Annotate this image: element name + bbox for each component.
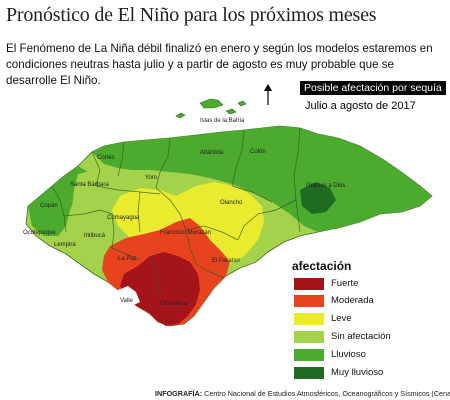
label-yoro: Yoro	[145, 175, 158, 181]
footer-label: INFOGRAFÍA:	[155, 389, 203, 398]
legend-item-fuerte: Fuerte	[294, 278, 434, 292]
legend-label: Moderada	[331, 295, 374, 306]
label-francisco-morazan: Francisco Morazán	[160, 230, 212, 236]
intro-paragraph: El Fenómeno de La Niña débil finalizó en…	[6, 42, 433, 87]
page-title: Pronóstico de El Niño para los próximos …	[6, 4, 377, 26]
legend-label: Sin afectación	[331, 331, 391, 342]
legend-label: Muy lluvioso	[331, 367, 384, 378]
department-boundaries	[51, 127, 301, 297]
legend-label: Leve	[331, 313, 352, 324]
label-intibuca: Intibucá	[84, 233, 106, 239]
label-comayagua: Comayagua	[107, 215, 140, 221]
label-lempira: Lempira	[54, 242, 76, 248]
drought-callout: Posible afectación por sequía	[300, 81, 446, 95]
label-atlantida: Atlántida	[200, 150, 224, 156]
label-islas-bahia: Islas de la Bahía	[200, 118, 245, 124]
zone-lluvioso-west	[28, 166, 88, 236]
legend-swatch	[294, 331, 324, 343]
label-santa-barbara: Santa Bárbara	[70, 182, 109, 188]
bay-islands	[175, 98, 247, 119]
legend-title: afectación	[292, 259, 352, 273]
label-gracias-a-dios: Gracias a Dios	[306, 183, 346, 189]
legend-swatch	[294, 278, 324, 290]
label-olancho: Olancho	[220, 200, 243, 206]
label-copan: Copán	[40, 203, 58, 209]
legend-item-muy-lluvioso: Muy lluvioso	[294, 367, 434, 381]
legend-item-moderada: Moderada	[294, 295, 434, 309]
label-valle: Valle	[120, 298, 133, 304]
legend-swatch	[294, 367, 324, 379]
legend-item-leve: Leve	[294, 313, 434, 327]
legend-swatch	[294, 313, 324, 325]
label-la-paz: La Paz	[118, 256, 137, 262]
source-footer: INFOGRAFÍA: Centro Nacional de Estudios …	[155, 389, 450, 398]
label-ocotepeque: Ocotepeque	[23, 230, 56, 236]
label-choluteca: Choluteca	[160, 301, 188, 307]
label-colon: Colón	[250, 149, 266, 155]
callout-arrow	[264, 84, 272, 105]
legend-item-lluvioso: Lluvioso	[294, 349, 434, 363]
zone-muy-lluvioso	[300, 182, 336, 214]
legend-swatch	[294, 349, 324, 361]
zone-lluvioso-north	[92, 126, 432, 232]
legend-item-sin-afectacion: Sin afectación	[294, 331, 434, 345]
label-cortes: Cortés	[97, 155, 115, 161]
legend-label: Lluvioso	[331, 349, 366, 360]
label-el-paraiso: El Paraíso	[212, 258, 240, 264]
footer-source: Centro Nacional de Estudios Atmosféricos…	[204, 389, 450, 398]
period-label: Julio a agosto de 2017	[305, 100, 416, 112]
zone-fuerte	[120, 252, 200, 326]
legend: afectación Fuerte Moderada Leve Sin afec…	[287, 256, 437, 386]
gulf-of-fonseca	[118, 286, 140, 306]
legend-swatch	[294, 295, 324, 307]
legend-label: Fuerte	[331, 278, 359, 289]
